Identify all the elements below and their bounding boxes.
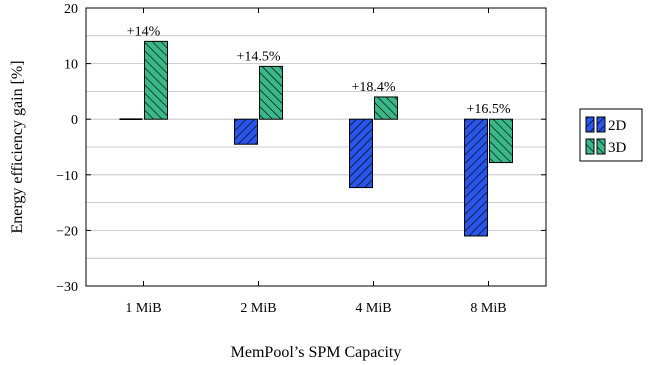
data-labels: +14% +14.5% +18.4% +16.5% (127, 24, 511, 117)
bar-2D-4MiB (349, 118, 373, 189)
x-axis-title: MemPool’s SPM Capacity (231, 344, 402, 361)
bar-3D-1MiB (144, 40, 168, 120)
bar-2D-8MiB (464, 118, 488, 237)
bar-3D-8MiB (489, 118, 513, 164)
gain-label: +14.5% (236, 49, 280, 64)
y-axis-title: Energy efficiency gain [%] (9, 60, 26, 233)
x-tick-label: 4 MiB (355, 301, 391, 316)
legend-label: 3D (608, 140, 627, 156)
legend-label: 2D (608, 118, 627, 134)
plot-frame (85, 7, 547, 287)
bar-2D-2MiB (234, 118, 258, 145)
bar-3D-4MiB (374, 96, 398, 120)
legend-swatch (585, 138, 595, 155)
legend-item-2D: 2D (585, 116, 627, 134)
legend-swatch (585, 116, 595, 133)
bar-3D-2MiB (259, 65, 283, 120)
legend-item-3D: 3D (585, 138, 627, 156)
y-tick-label: −20 (56, 224, 78, 239)
y-tick-label: −30 (56, 280, 78, 295)
x-tick-label: 8 MiB (470, 301, 506, 316)
x-tick-label: 1 MiB (125, 301, 161, 316)
y-tick-label: −10 (56, 169, 78, 184)
y-tick-label: 0 (71, 113, 78, 128)
axis-ticks: −30 −20 −10 0 10 20 1 MiB 2 MiB 4 MiB 8 MiB (56, 2, 546, 316)
gain-label: +18.4% (351, 80, 395, 95)
gain-label: +14% (127, 24, 161, 39)
x-tick-label: 2 MiB (240, 301, 276, 316)
legend-swatch (596, 116, 606, 133)
y-tick-label: 20 (64, 2, 78, 17)
gain-label: +16.5% (466, 102, 510, 117)
y-tick-label: 10 (64, 58, 78, 73)
legend-swatch (596, 138, 606, 155)
bars (119, 40, 513, 237)
